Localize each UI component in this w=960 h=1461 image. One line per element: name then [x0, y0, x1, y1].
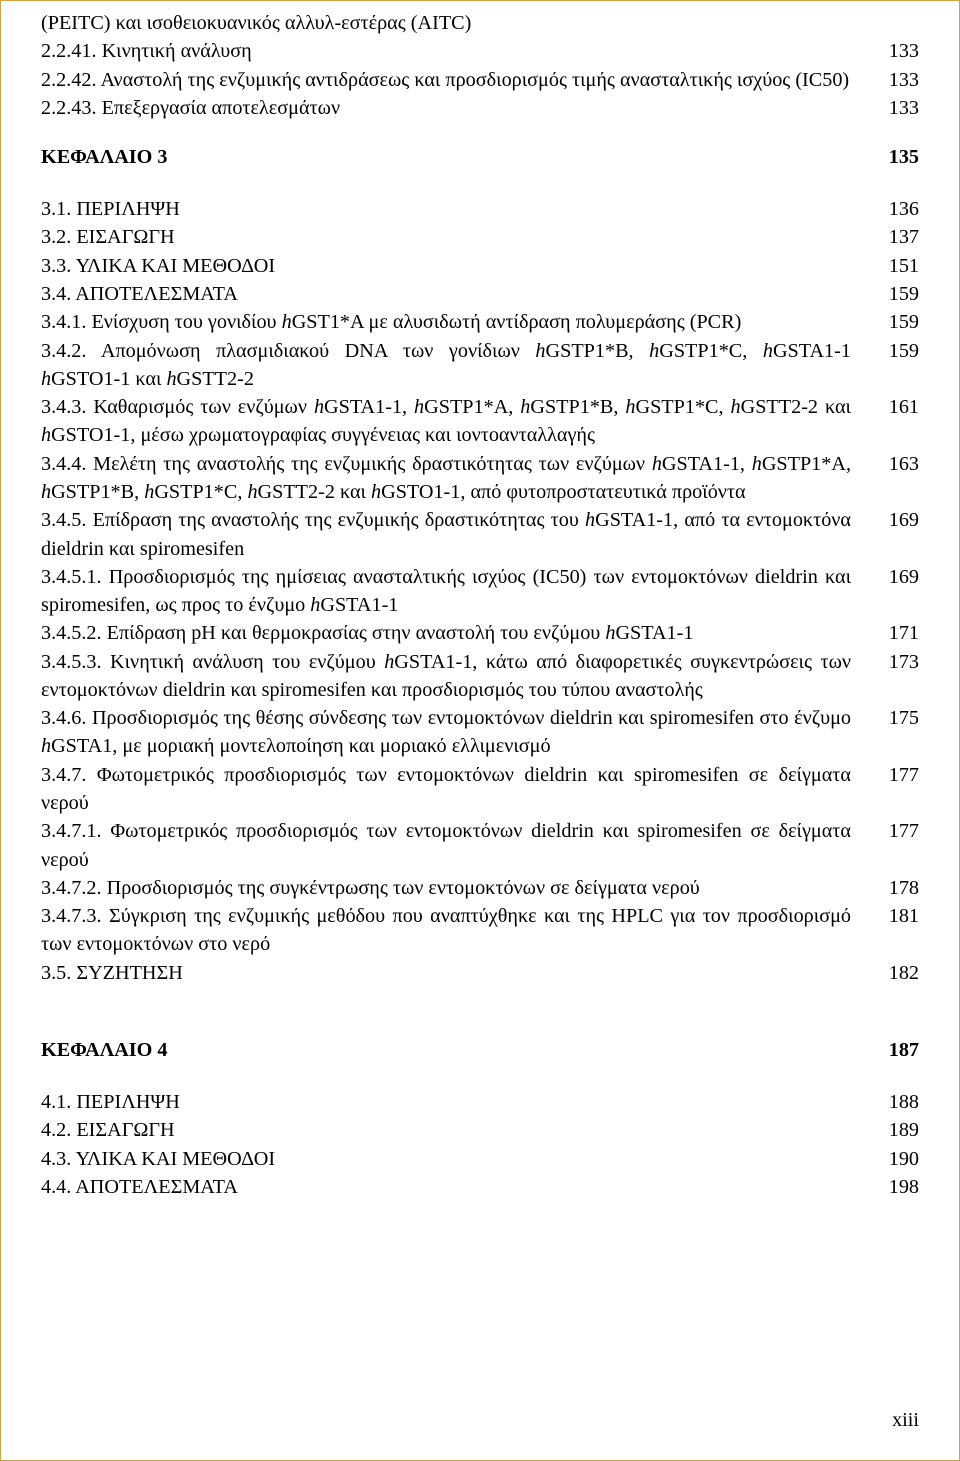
- toc-section-ch3: 3.1. ΠΕΡΙΛΗΨΗ1363.2. ΕΙΣΑΓΩΓΗ1373.3. ΥΛΙ…: [41, 195, 919, 987]
- spacer: [41, 987, 919, 1013]
- toc-entry-page: 175: [875, 704, 919, 732]
- toc-entry-text: 3.3. ΥΛΙΚΑ ΚΑΙ ΜΕΘΟΔΟΙ: [41, 252, 875, 280]
- toc-entry: 4.4. ΑΠΟΤΕΛΕΣΜΑΤΑ198: [41, 1173, 919, 1201]
- toc-entry: 3.4.3. Καθαρισμός των ενζύμων hGSTA1-1, …: [41, 393, 919, 450]
- toc-entry-page: 173: [875, 648, 919, 676]
- toc-entry: 3.4.7. Φωτομετρικός προσδιορισμός των εν…: [41, 761, 919, 818]
- toc-entry-text: 3.5. ΣΥΖΗΤΗΣΗ: [41, 959, 875, 987]
- toc-entry-page: 181: [875, 902, 919, 930]
- chapter-3-heading: ΚΕΦΑΛΑΙΟ 3 135: [41, 146, 919, 169]
- toc-entry-text: 3.4. ΑΠΟΤΕΛΕΣΜΑΤΑ: [41, 280, 875, 308]
- toc-entry: 3.4.1. Ενίσχυση του γονιδίου hGST1*A με …: [41, 308, 919, 336]
- toc-entry: 3.4.6. Προσδιορισμός της θέσης σύνδεσης …: [41, 704, 919, 761]
- toc-entry: 3.4.7.3. Σύγκριση της ενζυμικής μεθόδου …: [41, 902, 919, 959]
- toc-entry-page: 198: [875, 1173, 919, 1201]
- toc-entry-text: 3.4.7.1. Φωτομετρικός προσδιορισμός των …: [41, 817, 875, 874]
- toc-entry-page: 177: [875, 761, 919, 789]
- toc-entry-page: 136: [875, 195, 919, 223]
- toc-entry-text: 4.1. ΠΕΡΙΛΗΨΗ: [41, 1088, 875, 1116]
- toc-entry-text: 3.4.5.3. Κινητική ανάλυση του ενζύμου hG…: [41, 648, 875, 705]
- toc-entry-text: 3.2. ΕΙΣΑΓΩΓΗ: [41, 223, 875, 251]
- toc-entry: 3.4.5.3. Κινητική ανάλυση του ενζύμου hG…: [41, 648, 919, 705]
- toc-entry-page: 133: [875, 66, 919, 94]
- document-page: (PEITC) και ισοθειοκυανικός αλλυλ-εστέρα…: [0, 0, 960, 1461]
- toc-entry-text: (PEITC) και ισοθειοκυανικός αλλυλ-εστέρα…: [41, 9, 875, 37]
- toc-entry: 4.1. ΠΕΡΙΛΗΨΗ188: [41, 1088, 919, 1116]
- toc-entry-page: 169: [875, 563, 919, 591]
- toc-entry-text: 3.4.6. Προσδιορισμός της θέσης σύνδεσης …: [41, 704, 875, 761]
- toc-entry: 3.2. ΕΙΣΑΓΩΓΗ137: [41, 223, 919, 251]
- toc-entry-text: 3.4.4. Μελέτη της αναστολής της ενζυμική…: [41, 450, 875, 507]
- toc-entry: 4.3. ΥΛΙΚΑ ΚΑΙ ΜΕΘΟΔΟΙ190: [41, 1145, 919, 1173]
- toc-entry-text: 4.2. ΕΙΣΑΓΩΓΗ: [41, 1116, 875, 1144]
- toc-entry-page: 163: [875, 450, 919, 478]
- toc-entry-text: 4.4. ΑΠΟΤΕΛΕΣΜΑΤΑ: [41, 1173, 875, 1201]
- toc-entry-text: 3.4.7. Φωτομετρικός προσδιορισμός των εν…: [41, 761, 875, 818]
- toc-entry: 3.3. ΥΛΙΚΑ ΚΑΙ ΜΕΘΟΔΟΙ151: [41, 252, 919, 280]
- toc-entry: 3.4.5. Επίδραση της αναστολής της ενζυμι…: [41, 506, 919, 563]
- toc-entry-page: 159: [875, 280, 919, 308]
- toc-section-ch4: 4.1. ΠΕΡΙΛΗΨΗ1884.2. ΕΙΣΑΓΩΓΗ1894.3. ΥΛΙ…: [41, 1088, 919, 1201]
- toc-entry-page: 182: [875, 959, 919, 987]
- toc-entry-text: 3.4.5.1. Προσδιορισμός της ημίσειας ανασ…: [41, 563, 875, 620]
- toc-entry-text: 2.2.43. Επεξεργασία αποτελεσμάτων: [41, 94, 875, 122]
- toc-entry: 2.2.43. Επεξεργασία αποτελεσμάτων133: [41, 94, 919, 122]
- toc-entry-page: 178: [875, 874, 919, 902]
- toc-entry-text: 4.3. ΥΛΙΚΑ ΚΑΙ ΜΕΘΟΔΟΙ: [41, 1145, 875, 1173]
- toc-entry-text: 3.4.3. Καθαρισμός των ενζύμων hGSTA1-1, …: [41, 393, 875, 450]
- toc-entry-page: 171: [875, 619, 919, 647]
- toc-entry: 3.1. ΠΕΡΙΛΗΨΗ136: [41, 195, 919, 223]
- toc-entry: 3.4.4. Μελέτη της αναστολής της ενζυμική…: [41, 450, 919, 507]
- toc-entry: 2.2.42. Αναστολή της ενζυμικής αντιδράσε…: [41, 66, 919, 94]
- toc-entry: 3.4. ΑΠΟΤΕΛΕΣΜΑΤΑ159: [41, 280, 919, 308]
- chapter-4-page: 187: [875, 1039, 919, 1062]
- toc-entry: 3.4.5.1. Προσδιορισμός της ημίσειας ανασ…: [41, 563, 919, 620]
- chapter-4-heading: ΚΕΦΑΛΑΙΟ 4 187: [41, 1039, 919, 1062]
- chapter-3-label: ΚΕΦΑΛΑΙΟ 3: [41, 146, 875, 169]
- toc-entry-text: 3.4.5.2. Επίδραση pH και θερμοκρασίας στ…: [41, 619, 875, 647]
- toc-entry: 3.4.5.2. Επίδραση pH και θερμοκρασίας στ…: [41, 619, 919, 647]
- chapter-4-label: ΚΕΦΑΛΑΙΟ 4: [41, 1039, 875, 1062]
- toc-entry-page: 159: [875, 337, 919, 365]
- toc-entry-text: 2.2.42. Αναστολή της ενζυμικής αντιδράσε…: [41, 66, 875, 94]
- toc-entry-page: 159: [875, 308, 919, 336]
- toc-entry: (PEITC) και ισοθειοκυανικός αλλυλ-εστέρα…: [41, 9, 919, 37]
- toc-entry: 3.4.7.1. Φωτομετρικός προσδιορισμός των …: [41, 817, 919, 874]
- toc-entry-page: 133: [875, 37, 919, 65]
- toc-entry-page: 151: [875, 252, 919, 280]
- toc-entry-text: 3.4.7.2. Προσδιορισμός της συγκέντρωσης …: [41, 874, 875, 902]
- page-number: xiii: [892, 1409, 919, 1432]
- toc-entry-text: 3.1. ΠΕΡΙΛΗΨΗ: [41, 195, 875, 223]
- chapter-3-page: 135: [875, 146, 919, 169]
- toc-entry: 4.2. ΕΙΣΑΓΩΓΗ189: [41, 1116, 919, 1144]
- toc-entry: 3.4.7.2. Προσδιορισμός της συγκέντρωσης …: [41, 874, 919, 902]
- toc-entry-page: 188: [875, 1088, 919, 1116]
- toc-entry-page: 133: [875, 94, 919, 122]
- toc-section-pre: (PEITC) και ισοθειοκυανικός αλλυλ-εστέρα…: [41, 9, 919, 122]
- toc-entry-text: 3.4.1. Ενίσχυση του γονιδίου hGST1*A με …: [41, 308, 875, 336]
- toc-entry-page: 177: [875, 817, 919, 845]
- toc-entry: 3.5. ΣΥΖΗΤΗΣΗ182: [41, 959, 919, 987]
- toc-entry-page: 189: [875, 1116, 919, 1144]
- toc-entry: 3.4.2. Απομόνωση πλασμιδιακού DNA των γο…: [41, 337, 919, 394]
- toc-entry-text: 3.4.7.3. Σύγκριση της ενζυμικής μεθόδου …: [41, 902, 875, 959]
- toc-entry-page: 169: [875, 506, 919, 534]
- toc-entry-page: 137: [875, 223, 919, 251]
- toc-entry-text: 3.4.5. Επίδραση της αναστολής της ενζυμι…: [41, 506, 875, 563]
- toc-entry-page: 190: [875, 1145, 919, 1173]
- toc-entry-text: 2.2.41. Κινητική ανάλυση: [41, 37, 875, 65]
- toc-entry-page: 161: [875, 393, 919, 421]
- toc-entry: 2.2.41. Κινητική ανάλυση133: [41, 37, 919, 65]
- toc-entry-text: 3.4.2. Απομόνωση πλασμιδιακού DNA των γο…: [41, 337, 875, 394]
